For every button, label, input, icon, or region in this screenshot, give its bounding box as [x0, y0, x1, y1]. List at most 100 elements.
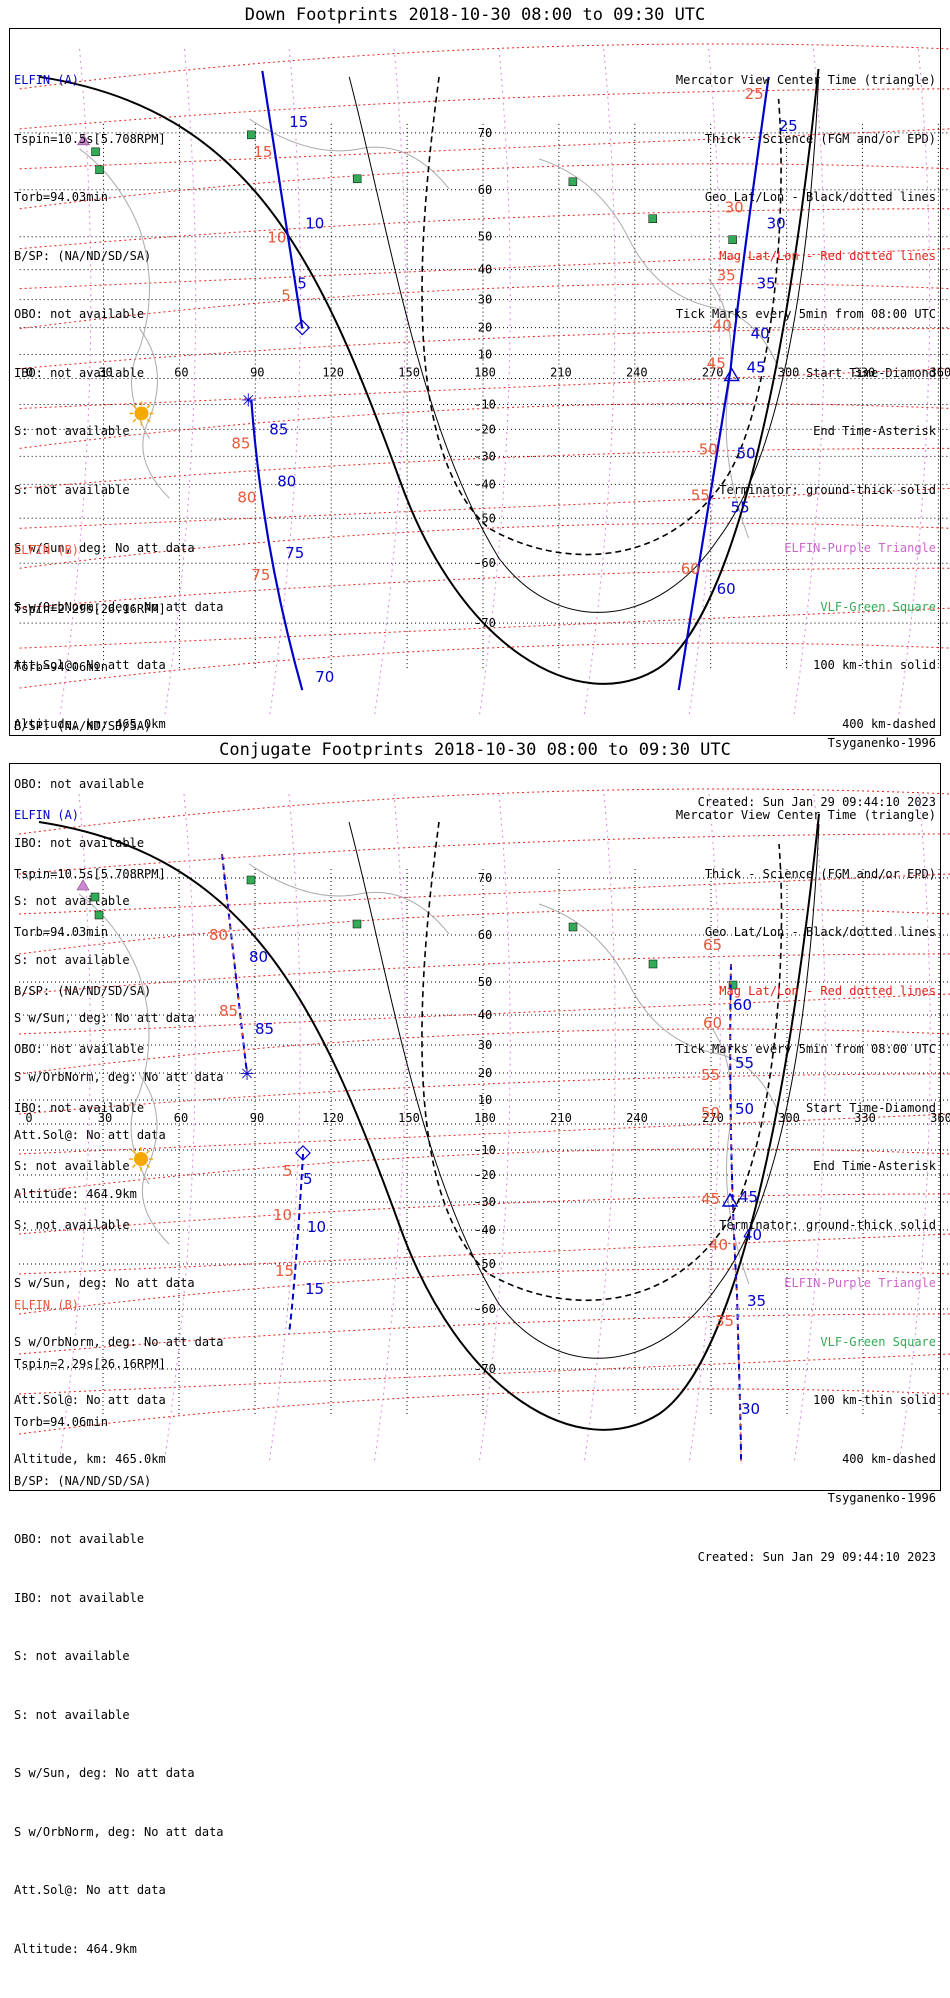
lon-tick-label: 210 — [550, 1111, 572, 1125]
legend-item: VLF-Green Square — [820, 1334, 936, 1349]
center-time-triangle — [721, 1192, 739, 1207]
vlf-station-square — [728, 235, 737, 244]
conj-elfin-b-line: Att.Sol@: No att data — [14, 1883, 166, 1897]
lon-tick-label: 150 — [398, 366, 420, 380]
elfin-b-tick-label: 50 — [701, 1104, 720, 1122]
legend-item: End Time-Asterisk — [813, 424, 936, 438]
down-elfin-b-line: S: not available — [14, 952, 130, 967]
conjugate-map-frame: 0 30 60 90 120 150 180 210 240 270 300 330 360 70 60 50… — [9, 763, 950, 1956]
elfin-a-tick-label: 70 — [315, 668, 334, 686]
terminator-ground — [38, 813, 820, 1431]
elfin-a-tick-label: 55 — [735, 1054, 754, 1072]
mag-meridian — [268, 793, 301, 1465]
lat-tick-label: -20 — [474, 422, 496, 436]
legend-item: Terminator: ground-thick solid — [719, 482, 936, 497]
elfin-a-tick-label: 5 — [297, 275, 307, 293]
conj-elfin-a-line: IBO: not available — [14, 1100, 145, 1115]
elfin-a-track-south — [288, 1153, 304, 1335]
conj-elfin-a-line: Att.Sol@: No att data — [14, 1393, 166, 1407]
down-elfin-a-line: B/SP: (NA/ND/SD/SA) — [14, 248, 152, 263]
center-time-triangle — [723, 367, 740, 382]
lon-tick-label: 60 — [174, 366, 188, 380]
elfin-b-tick-label: 5 — [281, 287, 291, 305]
legend-item: VLF-Green Square — [820, 599, 936, 614]
start-time-diamond — [294, 319, 311, 336]
mag-parallel — [19, 128, 950, 170]
terminator-400km — [421, 76, 782, 556]
elfin-a-tick-label: 60 — [717, 580, 736, 598]
coastline — [538, 903, 780, 1115]
conj-elfin-a-line: Tspin=10.5s[5.708RPM] — [14, 866, 166, 881]
elfin-b-tick-label: 35 — [717, 267, 736, 285]
lat-tick-label: 40 — [478, 1008, 492, 1022]
elfin-b-tick-label: 10 — [267, 229, 286, 247]
vlf-station-square — [247, 130, 256, 140]
elfin-b-tick-label: 45 — [707, 355, 726, 373]
lon-tick-label: 300 — [778, 1111, 800, 1125]
legend-item: ELFIN-Purple Triangle — [784, 541, 936, 555]
conj-elfin-b-line: Tspin=2.29s[26.16RPM] — [14, 1356, 166, 1371]
vlf-station-square — [568, 177, 578, 187]
model-label: Tsyganenko-1996 — [827, 1491, 936, 1505]
elfin-marker-triangle — [76, 879, 90, 891]
sun-ray — [131, 1164, 136, 1169]
sun-icon — [134, 406, 149, 421]
mag-parallel — [19, 788, 950, 835]
elfin-a-tick-label: 50 — [735, 1100, 754, 1118]
elfin-b-tick-label: 85 — [231, 434, 250, 452]
sun-ray — [146, 418, 151, 423]
conj-elfin-a-line: Torb=94.03min — [14, 925, 108, 939]
lat-tick-label: -20 — [474, 1168, 496, 1182]
elfin-b-tick-label: 60 — [681, 560, 700, 578]
lat-tick-label: 20 — [478, 1066, 492, 1080]
elfin-a-tick-label: 80 — [249, 948, 268, 966]
legend-item: Tick Marks every 5min from 08:00 UTC — [675, 307, 936, 321]
mag-parallel — [19, 1148, 950, 1195]
vlf-station-square — [94, 910, 104, 920]
mag-parallel — [19, 487, 950, 529]
legend-item: Mag Lat/Lon - Red dotted lines — [719, 248, 936, 263]
conj-elfin-b-line: Altitude: 464.9km — [14, 1941, 137, 1956]
elfin-a-tick-label: 75 — [285, 544, 304, 562]
elfin-a-tick-label: 50 — [737, 444, 756, 462]
vlf-station-square — [352, 919, 362, 929]
legend-item: 400 km-dashed — [842, 716, 936, 731]
down-panel-title: Down Footprints 2018-10-30 08:00 to 09:3… — [244, 5, 706, 25]
lat-tick-label: 30 — [478, 1038, 492, 1052]
lon-tick-label: 240 — [626, 1111, 648, 1125]
legend-item: 100 km-thin solid — [813, 658, 936, 672]
lat-tick-label: -50 — [474, 1257, 496, 1271]
legend-item: Geo Lat/Lon - Black/dotted lines — [704, 925, 936, 939]
conj-elfin-b-line: S w/Sun, deg: No att data — [14, 1766, 195, 1780]
elfin-b-tick-label: 25 — [745, 85, 764, 103]
conj-elfin-a-line: S w/Sun, deg: No att data — [14, 1276, 195, 1290]
coastline — [138, 1073, 170, 1245]
vlf-station-square — [728, 980, 738, 990]
down-elfin-a-line: Altitude, km: 465.0km — [14, 716, 166, 731]
elfin-b-tick-label: 40 — [713, 317, 732, 335]
elfin-b-tick-label: 40 — [709, 1236, 728, 1254]
mag-parallel — [19, 873, 950, 915]
coastline — [139, 328, 170, 499]
mag-parallel — [19, 283, 950, 330]
conj-elfin-a-info: ELFIN (A) Tspin=10.5s[5.708RPM] Torb=94.… — [14, 767, 224, 1508]
sun-ray — [146, 404, 151, 409]
lat-tick-label: 60 — [478, 183, 492, 197]
elfin-a-tick-label: 30 — [767, 215, 786, 233]
conj-elfin-b-line: OBO: not available — [14, 1532, 145, 1546]
elfin-b-tick-label: 30 — [725, 199, 744, 217]
lat-tick-label: 60 — [478, 928, 492, 942]
elfin-b-tick-label: 15 — [275, 1262, 294, 1280]
lon-tick-label: 90 — [250, 366, 264, 380]
down-elfin-b-line: Att.Sol@: No att data — [14, 1128, 166, 1142]
vlf-station-square — [95, 165, 104, 175]
legend-item: Terminator: ground-thick solid — [719, 1217, 936, 1232]
elfin-a-tick-label: 45 — [739, 1188, 758, 1206]
down-elfin-a-line: S: not available — [14, 482, 130, 497]
lat-tick-label: 10 — [478, 1093, 492, 1107]
elfin-b-tick-label: 10 — [273, 1206, 292, 1224]
lon-tick-label: 30 — [98, 366, 112, 380]
legend-item: Start Time-Diamond — [805, 365, 936, 380]
elfin-b-tick-label: 5 — [283, 1162, 293, 1180]
lon-tick-label: 210 — [550, 366, 572, 380]
